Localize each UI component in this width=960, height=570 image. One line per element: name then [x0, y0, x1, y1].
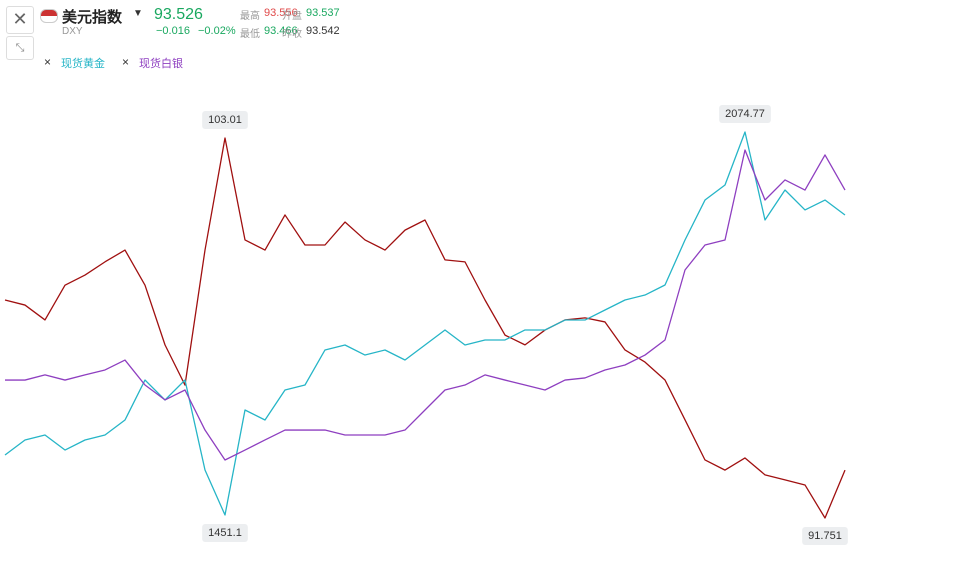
- symbol-name[interactable]: 美元指数: [62, 9, 123, 26]
- extreme-label: 91.751: [808, 530, 842, 542]
- extreme-label: 2074.77: [725, 108, 765, 120]
- dropdown-caret[interactable]: ▼: [133, 8, 143, 19]
- price: 93.526: [154, 6, 203, 23]
- series-line: [5, 149, 846, 461]
- symbol-code: DXY: [62, 26, 83, 37]
- stat-value: 93.537: [306, 7, 340, 19]
- collapse-button[interactable]: ⤡: [6, 36, 34, 60]
- series-line: [4, 131, 846, 516]
- extreme-label-bg: [202, 111, 248, 129]
- extreme-label: 103.01: [208, 114, 242, 126]
- close-button[interactable]: ✕: [6, 6, 34, 34]
- legend-remove[interactable]: ×: [44, 55, 52, 69]
- stat-label: 昨收: [282, 29, 302, 40]
- stat-value: 93.542: [306, 25, 340, 37]
- stat-label: 最高: [240, 11, 260, 22]
- extreme-label-bg: [202, 524, 248, 542]
- change: −0.016: [156, 25, 190, 37]
- legend-remove[interactable]: ×: [122, 55, 130, 69]
- change-pct: −0.02%: [198, 25, 236, 37]
- legend-entry[interactable]: 现货白银: [139, 58, 183, 70]
- extreme-label: 1451.1: [208, 527, 242, 539]
- stat-value: 93.466: [264, 25, 298, 37]
- extreme-label-bg: [719, 105, 771, 123]
- extreme-label-bg: [802, 527, 848, 545]
- series-line: [4, 137, 846, 519]
- legend-entry[interactable]: 现货黄金: [61, 58, 105, 70]
- stat-label: 开盘: [282, 11, 302, 22]
- stat-label: 最低: [240, 29, 260, 40]
- flag-icon: [40, 9, 58, 23]
- stat-value: 93.556: [264, 7, 298, 19]
